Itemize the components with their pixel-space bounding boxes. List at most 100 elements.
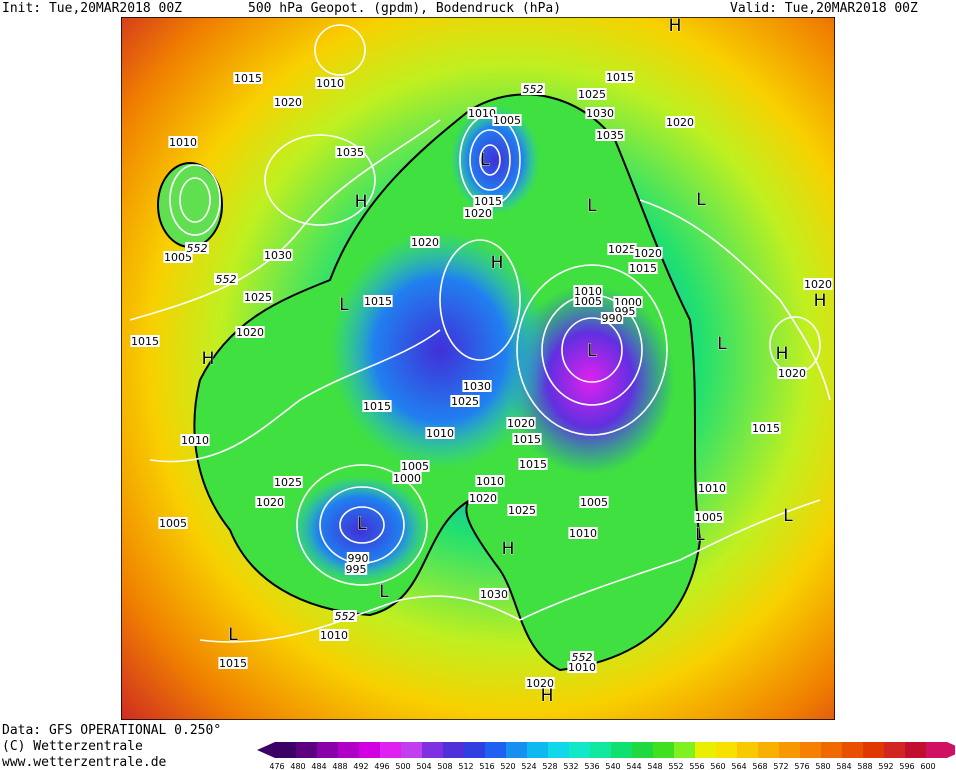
isobar-label-text: 1025 xyxy=(608,243,636,256)
low-pressure-marker: L xyxy=(587,341,597,361)
isobar-label-text: 990 xyxy=(348,552,369,565)
isobar-label: 1010 xyxy=(467,107,497,120)
isobar-label: 1010 xyxy=(568,527,598,540)
contour-label: 552 xyxy=(185,242,209,255)
isobar-label-text: 1015 xyxy=(131,335,159,348)
legend-arrow-right xyxy=(947,742,955,758)
legend-tick-label: 512 xyxy=(458,762,473,770)
isobar-label: 1015 xyxy=(233,72,263,85)
isobar-label: 1015 xyxy=(362,400,392,413)
legend-tick-label: 508 xyxy=(437,762,452,770)
isobar-label: 1005 xyxy=(400,460,430,473)
isobar-label: 1005 xyxy=(694,511,724,524)
contour-label-text: 552 xyxy=(572,651,593,664)
isobar-label: 1010 xyxy=(475,475,505,488)
contour-label-text: 552 xyxy=(187,242,208,255)
legend-tick-label: 564 xyxy=(731,762,746,770)
legend-tick-label: 560 xyxy=(710,762,725,770)
legend-swatch xyxy=(317,742,338,758)
isobar-label: 1025 xyxy=(273,476,303,489)
valid-time: Valid: Tue,20MAR2018 00Z xyxy=(730,1,918,16)
high-pressure-marker: H xyxy=(491,253,504,273)
legend-swatch xyxy=(569,742,590,758)
isobar-label: 1025 xyxy=(577,88,607,101)
isobar-label: 1025 xyxy=(450,395,480,408)
isobar-label: 1015 xyxy=(218,657,248,670)
isobar-label: 1030 xyxy=(263,249,293,262)
contour-label-text: 552 xyxy=(335,610,356,623)
isobar-label: 1020 xyxy=(468,492,498,505)
legend-swatch xyxy=(296,742,317,758)
legend-swatch xyxy=(443,742,464,758)
isobar-label-text: 1005 xyxy=(580,496,608,509)
legend-swatch xyxy=(821,742,842,758)
high-pressure-marker: H xyxy=(669,17,682,36)
legend-swatch xyxy=(611,742,632,758)
isobar-label: 1020 xyxy=(235,326,265,339)
isobar-label-text: 1020 xyxy=(411,236,439,249)
legend-swatch xyxy=(632,742,653,758)
high-pressure-marker: H xyxy=(355,192,368,212)
isobar-label-text: 1010 xyxy=(169,136,197,149)
low-pressure-marker: L xyxy=(696,190,706,210)
contour-label-text: 552 xyxy=(216,273,237,286)
low-pressure-marker: L xyxy=(695,525,705,545)
isobar-label: 1035 xyxy=(335,146,365,159)
contour-label: 552 xyxy=(521,83,545,96)
isobar-label-text: 990 xyxy=(602,312,623,325)
cold-core-north xyxy=(450,105,540,215)
isobar-label-text: 1030 xyxy=(463,380,491,393)
isobar-label-text: 1020 xyxy=(526,677,554,690)
isobar-label-text: 1015 xyxy=(752,422,780,435)
legend-tick-label: 588 xyxy=(857,762,872,770)
isobar-label: 1015 xyxy=(751,422,781,435)
isobar-label-text: 1010 xyxy=(316,77,344,90)
isobar-label-text: 1025 xyxy=(274,476,302,489)
isobar-label-text: 1010 xyxy=(181,434,209,447)
low-pressure-marker: L xyxy=(339,295,349,315)
contour-labels: 552 552 552 552 552 xyxy=(185,83,594,664)
legend-swatch xyxy=(800,742,821,758)
legend-tick-label: 572 xyxy=(773,762,788,770)
isobar-label-text: 1010 xyxy=(426,427,454,440)
isobar-label: 1020 xyxy=(777,367,807,380)
isobar-label-text: 1015 xyxy=(219,657,247,670)
isobar-label-text: 1005 xyxy=(574,295,602,308)
legend-swatch xyxy=(863,742,884,758)
isobar-label: 1010 xyxy=(697,482,727,495)
isobar-label-text: 1025 xyxy=(508,504,536,517)
isobar-label-text: 1005 xyxy=(159,517,187,530)
legend-tick-label: 480 xyxy=(290,762,305,770)
isobar-label-text: 1010 xyxy=(698,482,726,495)
isobar-label: 990 xyxy=(600,312,624,325)
isobar-label: 1015 xyxy=(363,295,393,308)
legend-tick-label: 504 xyxy=(416,762,431,770)
isobar-label-text: 1020 xyxy=(804,278,832,291)
color-legend: 476 480 484 488 492 496 500 504 508 512 516 520 524 5… xyxy=(257,742,955,770)
isobar-label-text: 1020 xyxy=(666,116,694,129)
legend-swatch xyxy=(695,742,716,758)
isobar-label-text: 1015 xyxy=(234,72,262,85)
legend-swatch xyxy=(590,742,611,758)
isobar-label: 1030 xyxy=(585,107,615,120)
isobar-label-text: 1020 xyxy=(274,96,302,109)
legend-swatch xyxy=(506,742,527,758)
legend-tick-label: 600 xyxy=(920,762,935,770)
copyright: (C) Wetterzentrale xyxy=(2,739,143,754)
isobar-label: 1005 xyxy=(158,517,188,530)
isobar-label-text: 1010 xyxy=(320,629,348,642)
isobar-labels: 1015 1010 1020 1010 1035 1005 1030 1025 1020 1015… xyxy=(130,71,833,690)
isobar-label: 1035 xyxy=(595,129,625,142)
isobar-label: 1010 xyxy=(315,77,345,90)
isobar-label: 1005 xyxy=(573,295,603,308)
isobar-label: 1020 xyxy=(410,236,440,249)
legend-swatch xyxy=(422,742,443,758)
legend-tick-label: 580 xyxy=(815,762,830,770)
isobar-label-text: 1035 xyxy=(336,146,364,159)
isobar-label: 1010 xyxy=(180,434,210,447)
legend-swatch xyxy=(275,742,296,758)
legend-swatch xyxy=(653,742,674,758)
isobar-label-text: 1020 xyxy=(469,492,497,505)
isobar-label: 1015 xyxy=(628,262,658,275)
isobar-label-text: 1025 xyxy=(578,88,606,101)
